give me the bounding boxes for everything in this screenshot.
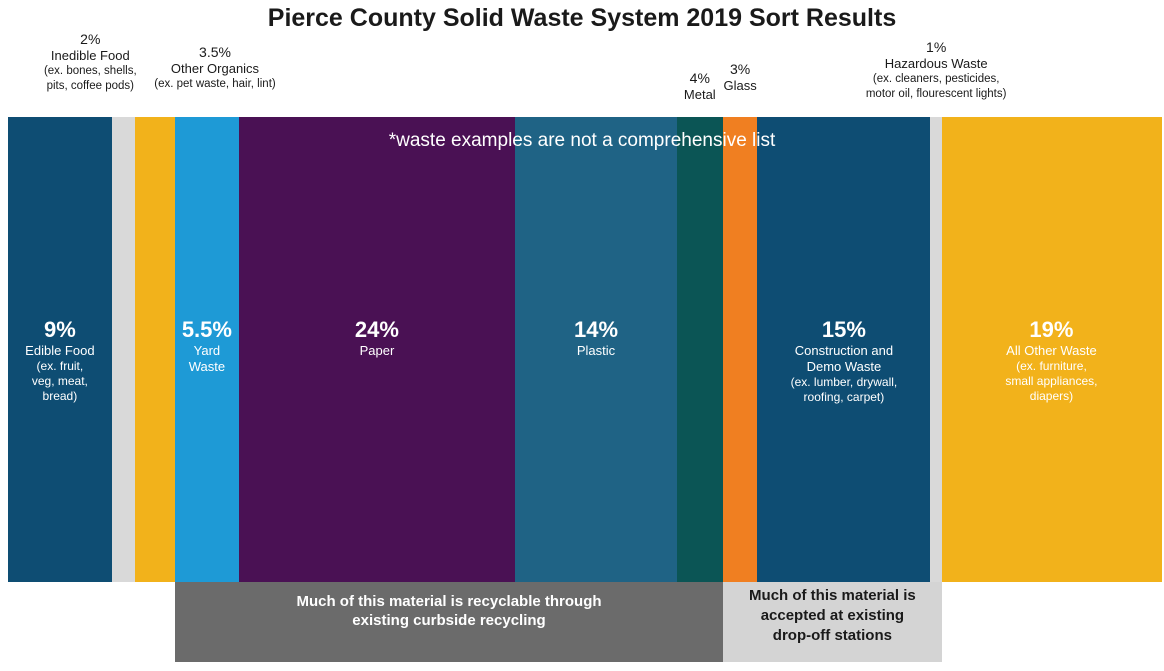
segment-percent: 15% xyxy=(821,317,866,342)
bar-hazardous-waste xyxy=(930,117,943,582)
segment-examples: pits, coffee pods) xyxy=(46,80,134,92)
segment-name: Inedible Food xyxy=(50,48,130,63)
bar-all-other-waste xyxy=(941,117,1162,582)
segment-name: Metal xyxy=(683,87,716,102)
chart-title: Pierce County Solid Waste System 2019 So… xyxy=(267,4,897,32)
segment-percent: 3% xyxy=(730,61,751,77)
group-text: accepted at existing xyxy=(760,607,905,624)
label-metal: 4% Metal xyxy=(684,70,716,103)
segment-examples: (ex. bones, shells, xyxy=(43,65,137,77)
curbside-recycling-box: Much of this material is recyclable thro… xyxy=(175,582,723,662)
segment-percent: 24% xyxy=(354,317,399,342)
bar-inedible-food xyxy=(111,117,136,582)
segment-examples: (ex. lumber, drywall, xyxy=(790,375,898,389)
segment-percent: 19% xyxy=(1029,317,1074,342)
segment-name: Paper xyxy=(359,343,395,358)
label-construction-and-demo-waste: 15% Construction and Demo Waste (ex. lumber… xyxy=(791,317,898,405)
bar-metal xyxy=(676,117,724,582)
group-text: existing curbside recycling xyxy=(352,612,546,629)
segment-examples: small appliances, xyxy=(1005,374,1098,388)
label-all-other-waste: 19% All Other Waste (ex. furniture, small a… xyxy=(1005,317,1097,404)
segment-examples: roofing, carpet) xyxy=(803,390,885,404)
group-text: Much of this material is xyxy=(749,587,916,604)
bar-edible-food xyxy=(8,117,113,582)
label-paper: 24% Paper xyxy=(355,317,399,359)
segment-percent: 9% xyxy=(43,317,76,342)
segment-examples: (ex. fruit, xyxy=(36,359,84,373)
segment-name: Glass xyxy=(723,78,757,93)
segment-name: Waste xyxy=(188,359,226,374)
label-yard-waste: 5.5% Yard Waste xyxy=(182,317,232,375)
bar-other-organics xyxy=(134,117,176,582)
segment-examples: veg, meat, xyxy=(31,374,88,388)
segment-percent: 1% xyxy=(926,39,947,55)
segment-name: Plastic xyxy=(576,343,616,358)
label-edible-food: 9% Edible Food (ex. fruit, veg, meat, bread) xyxy=(25,317,94,404)
bar-construction-and-demo-waste xyxy=(757,117,931,582)
segment-percent: 2% xyxy=(80,31,101,47)
segment-name: Construction and xyxy=(794,343,894,358)
group-text: Much of this material is recyclable thro… xyxy=(296,593,602,610)
label-inedible-food: 2% Inedible Food (ex. bones, shells, pits, … xyxy=(44,31,137,94)
group-text: drop-off stations xyxy=(772,627,892,644)
segment-percent: 4% xyxy=(689,70,710,86)
segment-name: Hazardous Waste xyxy=(884,56,988,71)
bar-paper xyxy=(238,117,516,582)
bar-plastic xyxy=(515,117,678,582)
segment-percent: 14% xyxy=(573,317,619,342)
segment-percent: 5.5% xyxy=(181,317,232,342)
label-other-organics: 3.5% Other Organics (ex. pet waste, hair, … xyxy=(154,44,275,92)
label-plastic: 14% Plastic xyxy=(574,317,618,359)
chart-note: *waste examples are not a comprehensive … xyxy=(388,130,776,151)
segment-examples: (ex. pet waste, hair, lint) xyxy=(154,78,276,90)
segment-examples: (ex. cleaners, pesticides, xyxy=(872,73,1000,85)
segment-percent: 3.5% xyxy=(199,44,231,60)
segment-name: All Other Waste xyxy=(1006,343,1097,358)
bar-glass xyxy=(722,117,759,582)
segment-name: Demo Waste xyxy=(806,359,882,374)
segment-examples: bread) xyxy=(42,389,78,403)
segment-examples: (ex. furniture, xyxy=(1016,359,1087,373)
segment-name: Edible Food xyxy=(25,343,95,358)
label-glass: 3% Glass xyxy=(724,61,757,94)
segment-name: Yard xyxy=(193,343,221,358)
drop-off-stations-box: Much of this material is accepted at exis… xyxy=(722,582,942,662)
segment-name: Other Organics xyxy=(170,61,260,76)
segment-examples: motor oil, flourescent lights) xyxy=(865,88,1007,100)
segment-examples: diapers) xyxy=(1029,389,1074,403)
bar-yard-waste xyxy=(175,117,240,582)
label-hazardous-waste: 1% Hazardous Waste (ex. cleaners, pesticid… xyxy=(866,39,1007,102)
